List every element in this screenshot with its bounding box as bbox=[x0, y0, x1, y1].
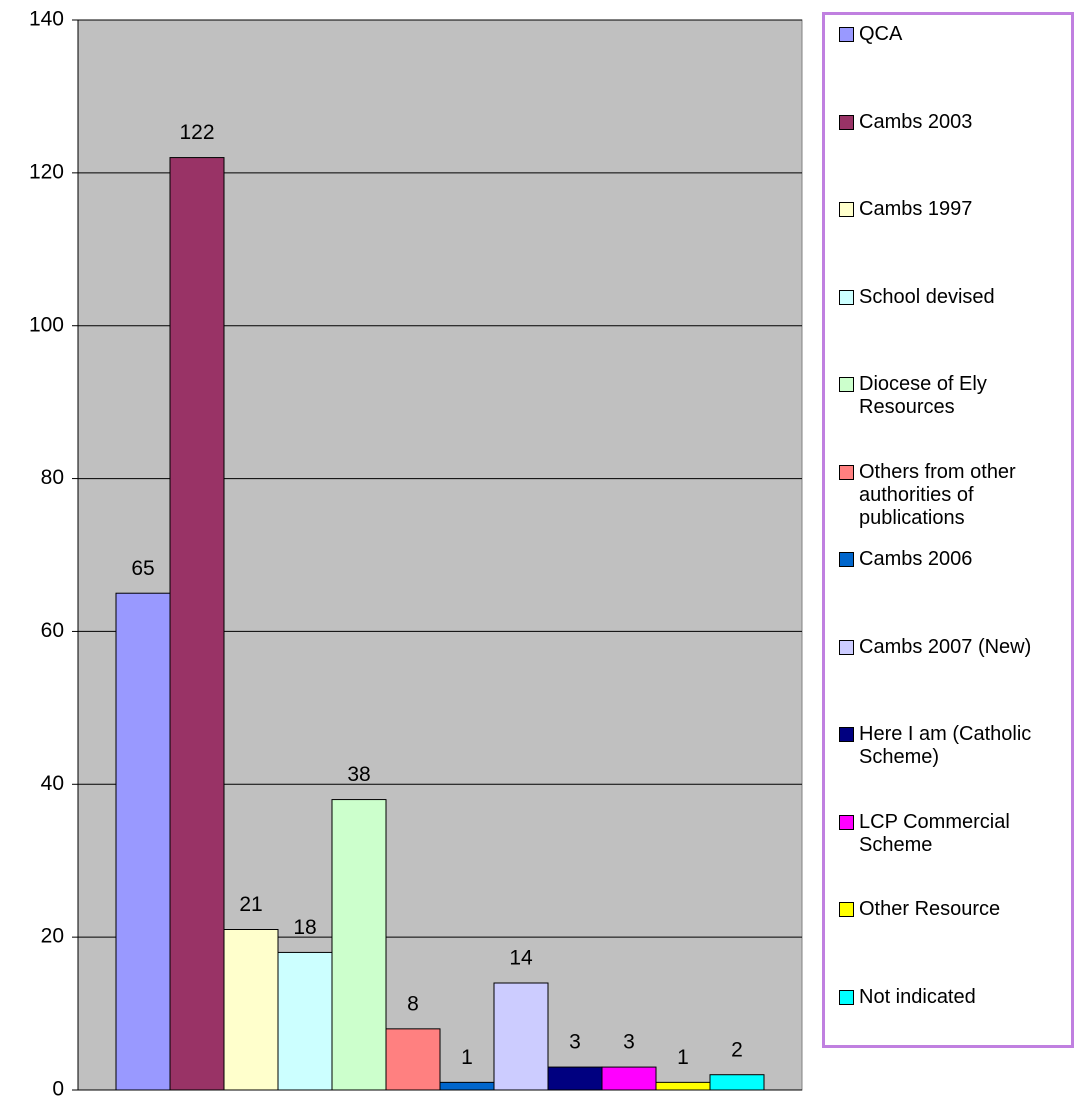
bar bbox=[547, 1066, 603, 1091]
legend-entry: Cambs 2003 bbox=[839, 111, 1071, 134]
y-tick-label: 140 bbox=[29, 8, 64, 31]
legend-swatch bbox=[839, 727, 854, 742]
legend-swatch bbox=[839, 552, 854, 567]
legend-swatch bbox=[839, 27, 854, 42]
legend: QCA Cambs 2003 Cambs 1997 School devised Dio… bbox=[822, 12, 1074, 1048]
legend-label: QCA bbox=[859, 23, 903, 45]
legend-entry: Not indicated bbox=[839, 986, 1071, 1009]
legend-entry: LCP Commercial Scheme bbox=[839, 811, 1071, 857]
data-label: 8 bbox=[407, 992, 419, 1015]
y-tick-label: 0 bbox=[52, 1078, 64, 1098]
legend-entry: Here I am (Catholic Scheme) bbox=[839, 723, 1071, 769]
data-label: 3 bbox=[623, 1031, 635, 1054]
bar bbox=[493, 982, 549, 1091]
legend-entry: Other Resource bbox=[839, 898, 1071, 921]
legend-swatch bbox=[839, 464, 854, 480]
data-label: 1 bbox=[461, 1046, 473, 1069]
legend-entry: Others from other authorities of publica… bbox=[839, 461, 1071, 530]
y-tick-label: 120 bbox=[29, 160, 64, 183]
legend-label: Cambs 2003 bbox=[859, 110, 973, 133]
legend-swatch bbox=[839, 114, 854, 130]
legend-label: School devised bbox=[859, 285, 995, 308]
legend-swatch bbox=[839, 902, 854, 917]
data-label: 2 bbox=[731, 1038, 743, 1061]
data-label: 18 bbox=[293, 916, 316, 939]
bar bbox=[277, 951, 333, 1091]
legend-swatch bbox=[839, 377, 854, 392]
legend-label: Cambs 2006 bbox=[859, 548, 973, 570]
bar bbox=[709, 1074, 765, 1091]
data-label: 38 bbox=[347, 763, 370, 786]
legend-entry: Cambs 2006 bbox=[839, 548, 1071, 571]
legend-entry: QCA bbox=[839, 23, 1071, 46]
legend-swatch bbox=[839, 639, 854, 655]
data-label: 65 bbox=[131, 557, 154, 580]
data-label: 21 bbox=[239, 893, 262, 916]
legend-label: Others from other authorities of publica… bbox=[859, 460, 1016, 529]
bar bbox=[655, 1081, 711, 1091]
y-tick-label: 100 bbox=[29, 313, 64, 336]
legend-swatch bbox=[839, 289, 854, 305]
legend-label: Not indicated bbox=[859, 985, 976, 1008]
legend-entry: Cambs 2007 (New) bbox=[839, 636, 1071, 659]
bar bbox=[169, 157, 225, 1091]
legend-label: Cambs 1997 bbox=[859, 198, 973, 220]
legend-label: Other Resource bbox=[859, 898, 1001, 920]
legend-swatch bbox=[839, 814, 854, 830]
legend-entry: School devised bbox=[839, 286, 1071, 309]
legend-entry: Diocese of Ely Resources bbox=[839, 373, 1071, 419]
legend-label: Cambs 2007 (New) bbox=[859, 635, 1032, 658]
y-tick-label: 40 bbox=[41, 772, 64, 795]
y-tick-label: 20 bbox=[41, 925, 64, 948]
y-tick-label: 80 bbox=[41, 466, 64, 489]
legend-swatch bbox=[839, 989, 854, 1005]
legend-label: LCP Commercial Scheme bbox=[859, 810, 1010, 856]
legend-swatch bbox=[839, 202, 854, 217]
data-label: 122 bbox=[179, 121, 214, 144]
bar bbox=[385, 1028, 441, 1091]
bar bbox=[331, 799, 387, 1091]
data-label: 1 bbox=[677, 1046, 689, 1069]
bar bbox=[115, 592, 171, 1091]
data-label: 3 bbox=[569, 1031, 581, 1054]
legend-label: Here I am (Catholic Scheme) bbox=[859, 723, 1032, 768]
data-label: 14 bbox=[509, 947, 533, 970]
bar bbox=[601, 1066, 657, 1091]
y-tick-label: 60 bbox=[41, 619, 64, 642]
bar bbox=[439, 1081, 495, 1091]
legend-label: Diocese of Ely Resources bbox=[859, 373, 987, 418]
legend-entry: Cambs 1997 bbox=[839, 198, 1071, 221]
bar bbox=[223, 929, 279, 1091]
